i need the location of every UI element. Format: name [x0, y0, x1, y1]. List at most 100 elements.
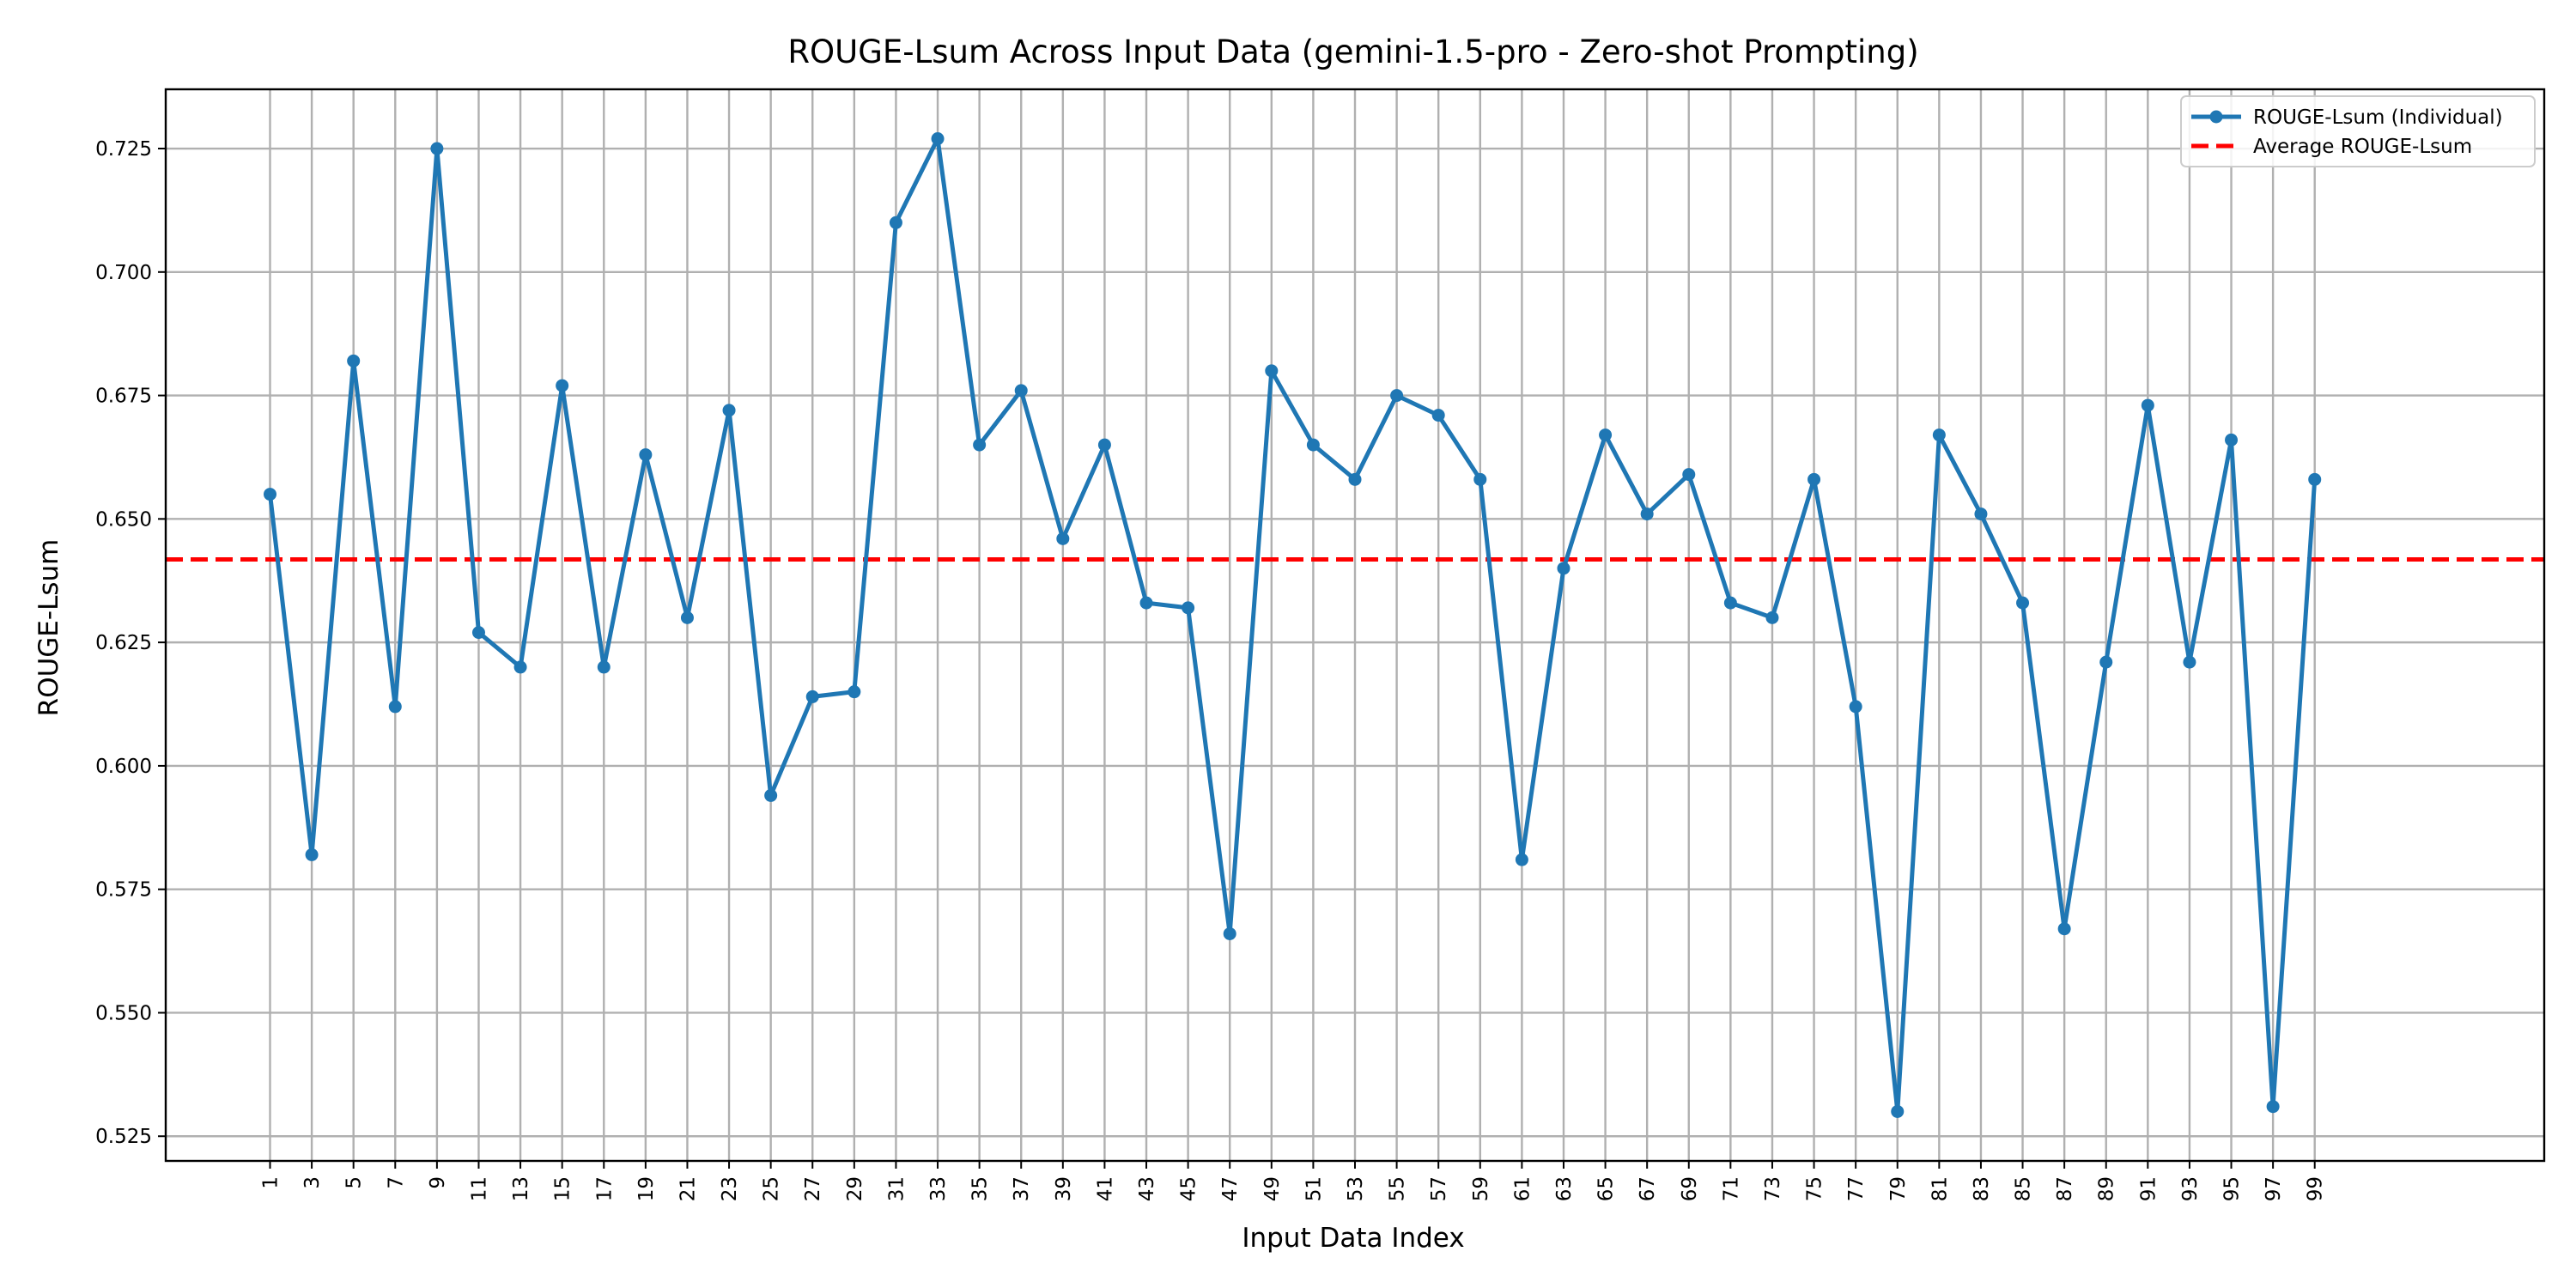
- x-axis-label: Input Data Index: [1242, 1223, 1464, 1254]
- y-tick-label: 0.725: [95, 138, 152, 161]
- x-tick-label: 21: [677, 1176, 699, 1201]
- data-point: [388, 700, 402, 714]
- x-tick-label: 27: [802, 1176, 824, 1201]
- x-tick-label: 97: [2263, 1176, 2285, 1201]
- data-point: [848, 685, 861, 699]
- x-tick-label: 83: [1971, 1176, 1993, 1201]
- x-tick-label: 41: [1094, 1176, 1116, 1201]
- data-point: [556, 379, 569, 392]
- data-point: [2225, 433, 2239, 447]
- data-point: [1390, 389, 1404, 403]
- data-point: [889, 216, 902, 229]
- x-tick-label: 63: [1553, 1176, 1576, 1201]
- data-point: [1849, 700, 1862, 714]
- data-point: [2057, 922, 2071, 936]
- x-tick-label: 99: [2305, 1176, 2327, 1201]
- data-point: [1932, 428, 1946, 442]
- data-point: [2308, 472, 2322, 486]
- legend-marker-individual: [2209, 110, 2223, 124]
- data-point: [805, 690, 819, 703]
- data-point: [1723, 596, 1737, 610]
- data-point: [1265, 364, 1279, 378]
- data-point: [1807, 472, 1821, 486]
- data-point: [680, 611, 694, 624]
- x-tick-label: 35: [969, 1176, 992, 1201]
- x-tick-label: 91: [2137, 1176, 2160, 1201]
- x-tick-label: 29: [844, 1176, 866, 1201]
- x-tick-label: 37: [1011, 1176, 1033, 1201]
- y-tick-label: 0.650: [95, 508, 152, 531]
- data-point: [347, 354, 361, 368]
- chart-title: ROUGE-Lsum Across Input Data (gemini-1.5…: [787, 33, 1918, 70]
- data-point: [2099, 655, 2113, 669]
- series-line-individual: [268, 137, 2318, 1114]
- data-point: [764, 788, 778, 802]
- x-tick-label: 67: [1637, 1176, 1659, 1201]
- x-tick-label: 59: [1470, 1176, 1492, 1201]
- data-point: [1557, 562, 1571, 575]
- data-point: [305, 848, 319, 861]
- data-point: [1223, 927, 1236, 940]
- data-point: [1306, 438, 1320, 452]
- x-tick-label: 7: [385, 1176, 407, 1189]
- x-tick-label: 55: [1387, 1176, 1409, 1201]
- x-tick-label: 93: [2179, 1176, 2202, 1201]
- x-tick-label: 1: [259, 1176, 282, 1189]
- data-point: [2141, 398, 2154, 412]
- data-point: [931, 132, 945, 146]
- x-tick-label: 69: [1679, 1176, 1701, 1201]
- x-tick-label: 51: [1303, 1176, 1325, 1201]
- data-point: [1515, 853, 1528, 866]
- data-point: [1682, 468, 1696, 482]
- y-axis-label: ROUGE-Lsum: [33, 539, 64, 717]
- data-point: [1097, 438, 1111, 452]
- x-tick-label: 23: [719, 1176, 741, 1201]
- data-point: [2266, 1100, 2280, 1114]
- data-point: [2183, 655, 2196, 669]
- plot-area: 1 3 5 7 9 11 13 15 17 19 21 23 25 27 29 31 33 35 37 39 41 43 4…: [95, 88, 2546, 1201]
- data-point: [597, 660, 611, 674]
- legend-label-average: Average ROUGE-Lsum: [2253, 136, 2472, 158]
- data-point: [973, 438, 987, 452]
- x-tick-label: 57: [1428, 1176, 1450, 1201]
- x-tick-label: 31: [885, 1176, 908, 1201]
- legend-label-individual: ROUGE-Lsum (Individual): [2253, 106, 2503, 129]
- x-tick-label: 17: [593, 1176, 616, 1201]
- data-point: [1348, 472, 1362, 486]
- x-tick-label: 39: [1053, 1176, 1075, 1201]
- x-tick-label: 79: [1887, 1176, 1910, 1201]
- x-tick-label: 87: [2054, 1176, 2076, 1201]
- data-point: [2016, 596, 2030, 610]
- data-point: [1056, 532, 1070, 545]
- y-tick-label: 0.600: [95, 756, 152, 778]
- x-tick-label: 73: [1762, 1176, 1784, 1201]
- y-tick-label: 0.550: [95, 1002, 152, 1024]
- legend: ROUGE-Lsum (Individual) Average ROUGE-Lsu…: [2180, 95, 2536, 167]
- data-point: [639, 448, 653, 462]
- x-tick-label: 5: [343, 1176, 366, 1189]
- data-point: [471, 626, 485, 640]
- data-point: [1014, 384, 1028, 398]
- y-tick-label: 0.675: [95, 386, 152, 408]
- data-point: [1640, 507, 1654, 521]
- data-point: [1182, 601, 1195, 615]
- x-tick-label: 71: [1720, 1176, 1742, 1201]
- data-point: [1765, 611, 1779, 624]
- data-point: [513, 660, 527, 674]
- x-tick-label: 33: [927, 1176, 950, 1201]
- x-tick-label: 13: [510, 1176, 532, 1201]
- data-point: [1974, 507, 1988, 521]
- axes-frame: [164, 88, 2546, 1163]
- y-tick-label: 0.625: [95, 632, 152, 654]
- x-tick-label: 85: [2013, 1176, 2035, 1201]
- x-tick-label: 11: [468, 1176, 490, 1201]
- x-tick-label: 75: [1804, 1176, 1826, 1201]
- y-tick-label: 0.700: [95, 262, 152, 284]
- data-point: [263, 488, 276, 501]
- x-tick-label: 25: [761, 1176, 783, 1201]
- x-tick-label: 89: [2096, 1176, 2118, 1201]
- x-tick-label: 9: [427, 1176, 449, 1189]
- x-tick-label: 19: [635, 1176, 658, 1201]
